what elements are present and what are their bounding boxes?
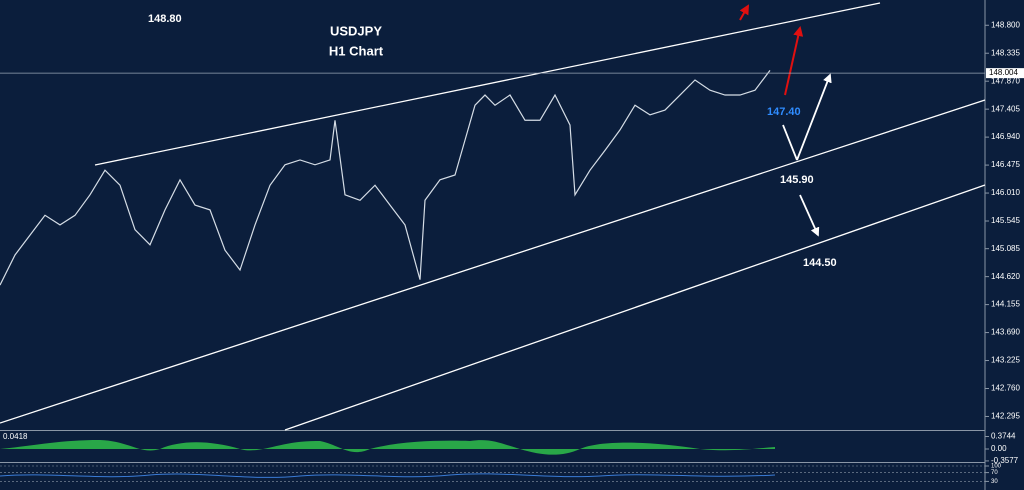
trend-line — [284, 184, 986, 431]
y-tick-label: 146.940 — [991, 132, 1020, 141]
last-price-label: 148.004 — [989, 68, 1018, 77]
y-tick-label: 30 — [991, 479, 998, 485]
y-tick-label: -0.3577 — [991, 456, 1019, 465]
annotation: 145.90 — [780, 174, 814, 186]
y-tick-label: 148.800 — [991, 20, 1020, 29]
y-tick-label: 144.620 — [991, 272, 1020, 281]
rsi-line — [0, 473, 776, 478]
annotation: 148.80 — [148, 13, 182, 25]
y-tick-label: 146.475 — [991, 160, 1020, 169]
arrow — [799, 194, 820, 237]
price-line — [0, 70, 771, 286]
y-tick-label: 0.00 — [991, 444, 1007, 453]
arrow — [796, 73, 832, 161]
y-tick-label: 144.155 — [991, 300, 1020, 309]
chart-title: USDJPY — [330, 23, 382, 38]
macd-area — [0, 440, 775, 455]
annotation: 147.40 — [767, 106, 801, 118]
y-tick-label: 142.295 — [991, 412, 1020, 421]
y-tick-label: 147.405 — [991, 104, 1020, 113]
arrow — [784, 26, 804, 96]
trend-line — [0, 99, 986, 424]
annotation: 144.50 — [803, 257, 837, 269]
y-tick-label: 142.760 — [991, 384, 1020, 393]
y-tick-label: 148.335 — [991, 48, 1020, 57]
chart-subtitle: H1 Chart — [329, 43, 384, 58]
y-tick-label: 143.225 — [991, 356, 1020, 365]
macd-label: 0.0418 — [3, 432, 28, 441]
y-tick-label: 145.545 — [991, 216, 1020, 225]
y-tick-label: 70 — [991, 470, 998, 476]
y-tick-label: 100 — [991, 464, 1002, 470]
arrow — [782, 124, 798, 161]
y-tick-label: 147.870 — [991, 76, 1020, 85]
trend-line — [94, 2, 881, 166]
y-tick-label: 145.085 — [991, 244, 1020, 253]
y-tick-label: 146.010 — [991, 188, 1020, 197]
last-price-box — [986, 68, 1024, 79]
arrow — [739, 4, 749, 21]
y-tick-label: 0.3744 — [991, 432, 1016, 441]
y-tick-label: 143.690 — [991, 328, 1020, 337]
